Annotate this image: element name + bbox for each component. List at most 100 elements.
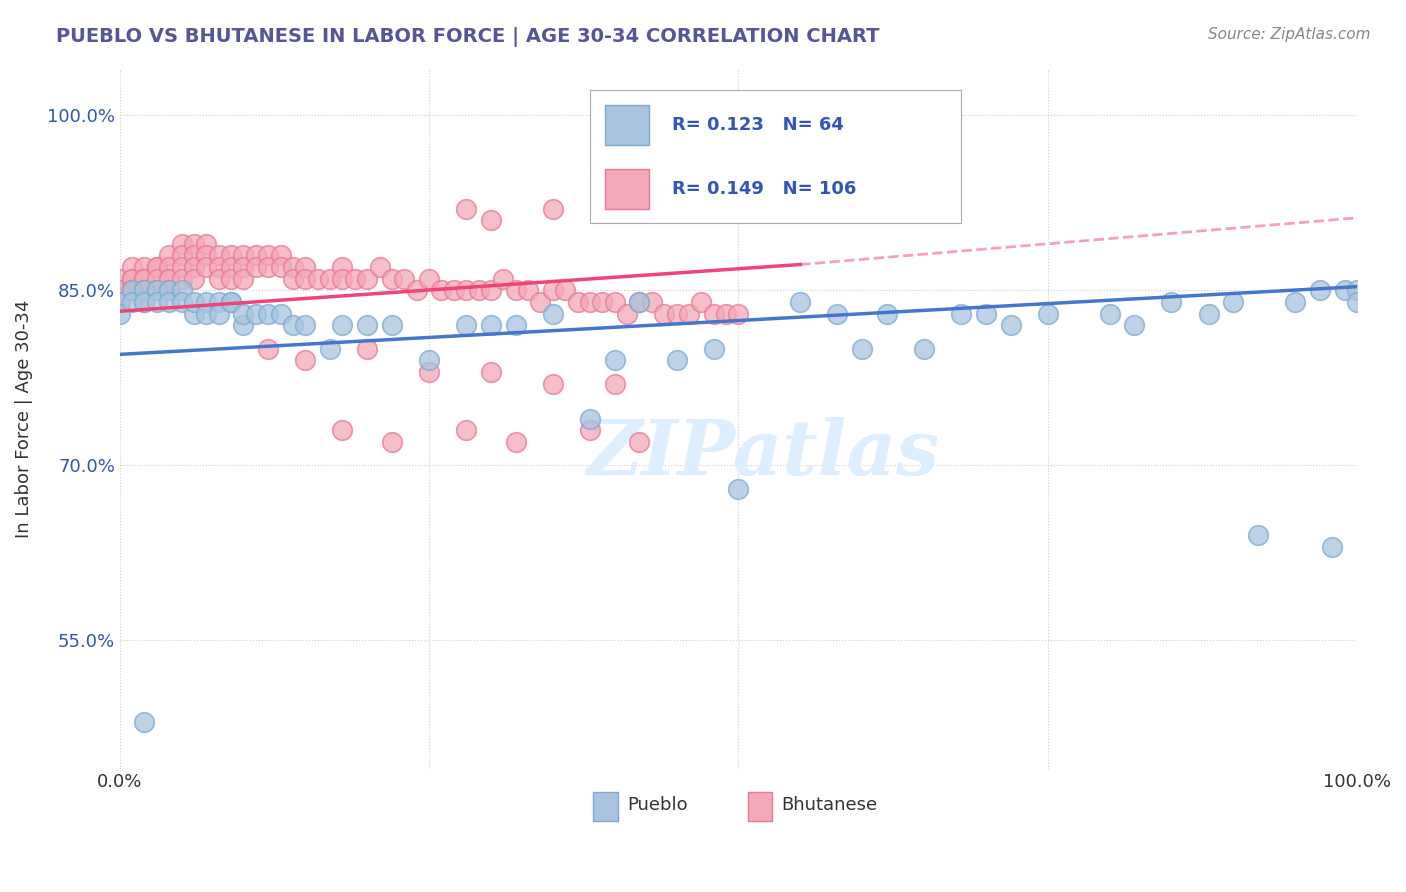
Point	[876, 306, 898, 320]
Point	[294, 271, 316, 285]
Point	[157, 294, 180, 309]
Point	[195, 248, 218, 262]
Point	[257, 342, 280, 356]
Point	[332, 260, 354, 274]
Point	[703, 306, 725, 320]
Point	[479, 318, 502, 333]
Point	[208, 294, 231, 309]
Point	[170, 294, 193, 309]
Point	[827, 306, 849, 320]
Point	[1123, 318, 1146, 333]
Point	[183, 236, 205, 251]
Point	[170, 260, 193, 274]
Point	[1346, 294, 1368, 309]
Point	[134, 283, 156, 297]
Point	[591, 294, 613, 309]
Point	[467, 283, 489, 297]
Point	[394, 271, 416, 285]
Point	[195, 306, 218, 320]
Point	[232, 248, 254, 262]
Point	[170, 248, 193, 262]
Point	[245, 248, 267, 262]
Point	[319, 271, 342, 285]
Point	[219, 260, 242, 274]
Point	[195, 260, 218, 274]
Point	[134, 260, 156, 274]
Point	[134, 714, 156, 729]
Point	[157, 283, 180, 297]
Point	[690, 294, 713, 309]
Point	[492, 271, 515, 285]
Point	[157, 248, 180, 262]
Point	[134, 294, 156, 309]
Point	[146, 283, 169, 297]
Point	[974, 306, 997, 320]
Point	[603, 294, 626, 309]
Point	[157, 271, 180, 285]
Point	[245, 260, 267, 274]
Point	[157, 283, 180, 297]
Point	[232, 306, 254, 320]
Point	[479, 283, 502, 297]
Point	[727, 482, 749, 496]
Point	[121, 260, 143, 274]
Point	[257, 248, 280, 262]
Point	[195, 294, 218, 309]
Point	[170, 236, 193, 251]
Point	[121, 271, 143, 285]
Point	[603, 190, 626, 204]
Point	[1322, 540, 1344, 554]
Point	[579, 411, 602, 425]
Point	[603, 376, 626, 391]
Point	[294, 318, 316, 333]
Point	[381, 271, 404, 285]
Text: Source: ZipAtlas.com: Source: ZipAtlas.com	[1208, 27, 1371, 42]
Point	[789, 294, 811, 309]
Point	[1333, 283, 1355, 297]
Point	[146, 260, 169, 274]
Point	[641, 294, 664, 309]
Point	[146, 294, 169, 309]
Point	[170, 283, 193, 297]
Point	[541, 283, 564, 297]
Point	[628, 294, 651, 309]
Point	[270, 306, 292, 320]
Point	[157, 260, 180, 274]
Point	[479, 365, 502, 379]
Point	[232, 318, 254, 333]
Point	[281, 271, 304, 285]
Point	[170, 271, 193, 285]
Point	[108, 294, 131, 309]
Point	[134, 271, 156, 285]
Point	[294, 260, 316, 274]
Point	[505, 283, 527, 297]
Point	[134, 283, 156, 297]
Point	[678, 306, 700, 320]
Point	[257, 260, 280, 274]
Point	[356, 271, 378, 285]
Point	[628, 434, 651, 449]
Point	[134, 283, 156, 297]
Point	[343, 271, 366, 285]
Point	[146, 271, 169, 285]
Point	[356, 318, 378, 333]
Point	[950, 306, 973, 320]
Point	[541, 306, 564, 320]
Point	[121, 283, 143, 297]
Point	[912, 342, 935, 356]
Point	[652, 306, 675, 320]
Point	[381, 434, 404, 449]
Point	[183, 260, 205, 274]
Point	[183, 294, 205, 309]
Point	[195, 236, 218, 251]
Point	[603, 353, 626, 368]
Point	[121, 294, 143, 309]
Point	[219, 294, 242, 309]
Point	[245, 306, 267, 320]
Point	[356, 342, 378, 356]
Point	[430, 283, 453, 297]
Point	[703, 342, 725, 356]
Point	[332, 423, 354, 437]
Point	[183, 248, 205, 262]
Point	[456, 423, 478, 437]
